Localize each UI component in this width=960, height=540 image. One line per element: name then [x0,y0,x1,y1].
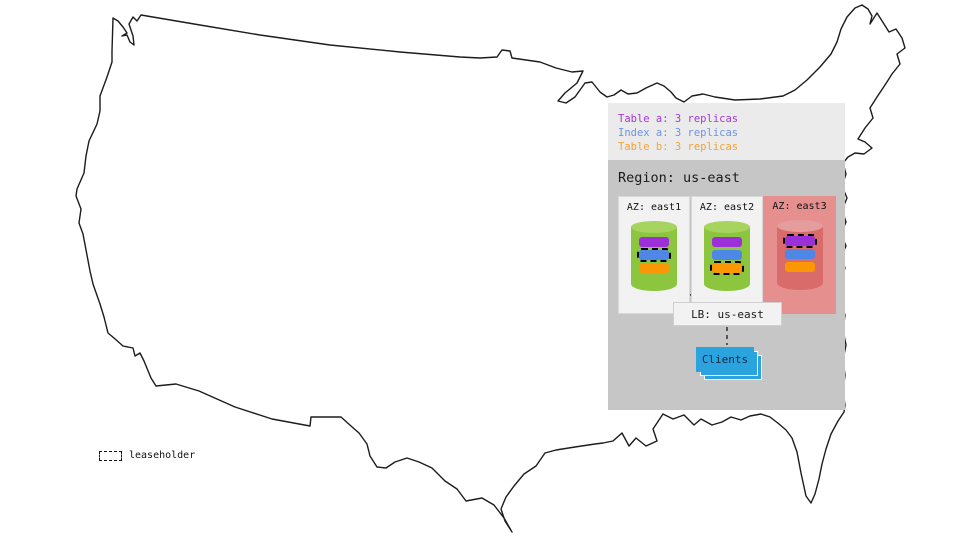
load-balancer-box: LB: us-east [673,302,782,326]
legend-index-a: Index a: 3 replicas [618,127,739,139]
cylinder-top [777,220,823,232]
replica-index-a [712,250,742,260]
az-east2-box: AZ: east2 [691,196,763,314]
az-east1-box: AZ: east1 [618,196,690,314]
az-east3-label: AZ: east3 [772,201,827,212]
replica-table-b [710,261,744,275]
replica-table-a [783,234,817,248]
replica-table-a [712,237,742,247]
replica-legend: Table a: 3 replicas Index a: 3 replicas … [608,103,845,160]
clients-stack: Clients [696,347,762,380]
legend-table-b: Table b: 3 replicas [618,141,739,153]
az-east1-database-cylinder [631,221,677,291]
cylinder-top [631,221,677,233]
region-title: Region: us-east [618,170,740,186]
us-outline-path [75,4,906,533]
replica-index-a [637,248,671,262]
az-east3-box: AZ: east3 [763,196,836,314]
az-east2-label: AZ: east2 [699,202,755,213]
az-east1-label: AZ: east1 [626,202,682,213]
leaseholder-swatch-icon [99,450,122,461]
az-east2-database-cylinder [704,221,750,291]
replica-table-b [785,262,815,272]
leaseholder-legend: leaseholder [99,450,195,461]
cylinder-top [704,221,750,233]
replica-table-b [639,263,669,273]
region-diagram-panel: Table a: 3 replicas Index a: 3 replicas … [608,103,845,410]
clients-box: Clients [696,347,754,372]
legend-table-a: Table a: 3 replicas [618,113,739,125]
leaseholder-label: leaseholder [129,450,196,461]
replica-table-a [639,237,669,247]
az-east3-database-cylinder [777,220,823,290]
replica-index-a [785,249,815,259]
